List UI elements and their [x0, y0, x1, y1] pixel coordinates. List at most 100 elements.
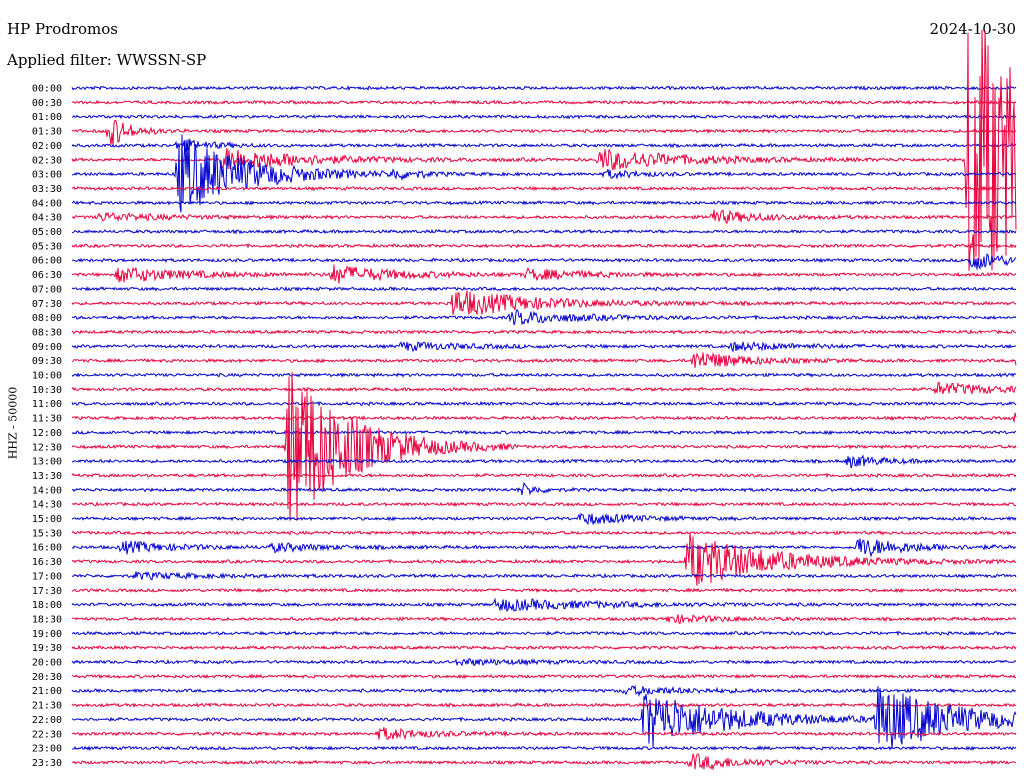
trace-row	[72, 614, 1017, 625]
trace-row	[71, 501, 1017, 508]
row-label: 08:00	[32, 313, 62, 324]
row-label: 01:00	[32, 112, 62, 123]
trace-row	[71, 400, 1017, 407]
row-label: 03:00	[32, 170, 62, 181]
trace-row	[71, 597, 1017, 613]
row-label: 06:00	[32, 256, 62, 267]
trace-row	[71, 139, 1017, 153]
row-label: 23:30	[32, 758, 62, 769]
trace-row	[71, 630, 1017, 637]
row-label: 18:30	[32, 614, 62, 625]
trace-row	[71, 686, 1017, 749]
trace-row	[71, 242, 1017, 249]
row-label: 07:00	[32, 284, 62, 295]
trace-row	[71, 29, 1017, 271]
row-label: 09:30	[32, 356, 62, 367]
row-label: 19:30	[32, 643, 62, 654]
row-label: 02:00	[32, 141, 62, 152]
row-label: 17:00	[32, 571, 62, 582]
trace-row	[71, 84, 1017, 91]
trace-row	[71, 228, 1017, 235]
row-label: 02:30	[32, 155, 62, 166]
date-label: 2024-10-30	[929, 20, 1016, 38]
row-label: 04:30	[32, 213, 62, 224]
row-label: 11:00	[32, 399, 62, 410]
row-label: 05:30	[32, 241, 62, 252]
trace-row	[71, 199, 1017, 206]
trace-row	[71, 381, 1017, 395]
row-label: 06:30	[32, 270, 62, 281]
trace-row	[71, 587, 1017, 594]
trace-row	[71, 328, 1017, 335]
row-label: 15:30	[32, 528, 62, 539]
row-label: 05:00	[32, 227, 62, 238]
row-label: 01:30	[32, 127, 62, 138]
station-title: HP Prodromos	[7, 20, 118, 38]
row-label: 13:00	[32, 457, 62, 468]
trace-row	[71, 285, 1017, 292]
filter-label: Applied filter: WWSSN-SP	[7, 51, 207, 69]
trace-row	[71, 673, 1017, 680]
trace-row	[71, 644, 1017, 651]
trace-row	[71, 684, 1017, 698]
trace-row	[71, 454, 1017, 469]
trace-row	[72, 745, 1017, 751]
trace-row	[71, 372, 1017, 521]
row-label: 12:30	[32, 442, 62, 453]
row-label: 07:30	[32, 299, 62, 310]
row-label: 04:00	[32, 198, 62, 209]
row-label: 16:30	[32, 557, 62, 568]
trace-row	[71, 352, 1017, 368]
trace-row	[71, 533, 1017, 586]
row-label: 14:00	[32, 485, 62, 496]
trace-row	[71, 99, 1017, 106]
row-label: 16:00	[32, 543, 62, 554]
trace-row	[71, 657, 1017, 667]
trace-row	[71, 119, 1017, 146]
row-label: 14:30	[32, 500, 62, 511]
trace-row	[71, 530, 1017, 536]
trace-row	[71, 264, 1017, 284]
trace-row	[71, 481, 1017, 496]
row-label: 11:30	[32, 414, 62, 425]
trace-row	[71, 412, 1017, 423]
row-label: 09:00	[32, 342, 62, 353]
trace-row	[71, 340, 1017, 353]
trace-row	[71, 290, 1017, 315]
row-label: 23:00	[32, 744, 62, 755]
row-label: 20:00	[32, 658, 62, 669]
trace-row	[71, 308, 1017, 326]
trace-row	[71, 512, 1017, 526]
row-label: 13:30	[32, 471, 62, 482]
trace-row	[71, 702, 1017, 709]
trace-row	[71, 727, 1017, 741]
row-label: 19:00	[32, 629, 62, 640]
row-label: 22:00	[32, 715, 62, 726]
trace-row	[71, 113, 1017, 120]
row-label: 17:30	[32, 586, 62, 597]
row-label: 21:00	[32, 686, 62, 697]
row-label: 00:30	[32, 98, 62, 109]
trace-row	[71, 753, 1016, 771]
row-label: 20:30	[32, 672, 62, 683]
row-label: 15:00	[32, 514, 62, 525]
trace-row	[71, 472, 1017, 479]
row-label: 18:00	[32, 600, 62, 611]
row-label: 12:00	[32, 428, 62, 439]
row-label: 22:30	[32, 729, 62, 740]
row-label: 03:30	[32, 184, 62, 195]
trace-row	[71, 538, 1017, 558]
trace-row	[71, 253, 1017, 271]
row-label: 10:00	[32, 371, 62, 382]
row-label: 10:30	[32, 385, 62, 396]
trace-row	[71, 372, 1017, 378]
row-label: 00:00	[32, 84, 62, 95]
trace-row	[71, 134, 1017, 213]
trace-row	[71, 209, 1017, 224]
row-label: 08:30	[32, 327, 62, 338]
trace-row	[71, 185, 1017, 192]
trace-row	[72, 571, 1017, 581]
row-label: 21:30	[32, 701, 62, 712]
trace-row	[71, 429, 1017, 436]
